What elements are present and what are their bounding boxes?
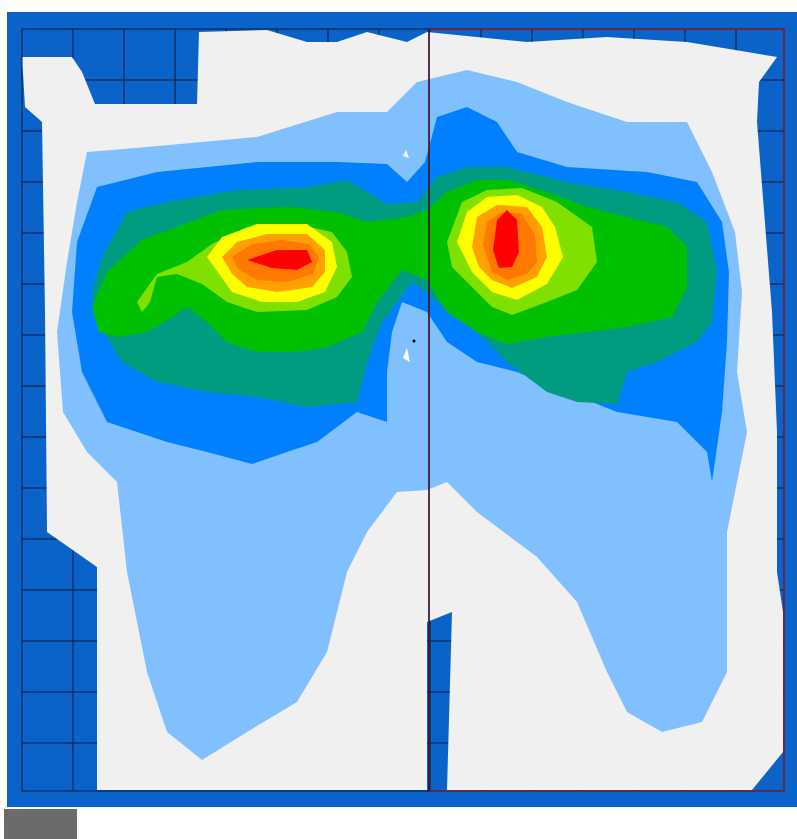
contour-level-9 [247, 210, 519, 270]
pressure-map-frame [7, 12, 797, 807]
artifact-speck [403, 150, 409, 158]
left-panel-outline [21, 28, 430, 792]
artifact-speck [403, 348, 410, 362]
corner-swatch [4, 809, 77, 839]
pressure-map[interactable] [7, 12, 797, 807]
artifact-dot [412, 339, 416, 343]
contour-level-8 [232, 212, 537, 282]
